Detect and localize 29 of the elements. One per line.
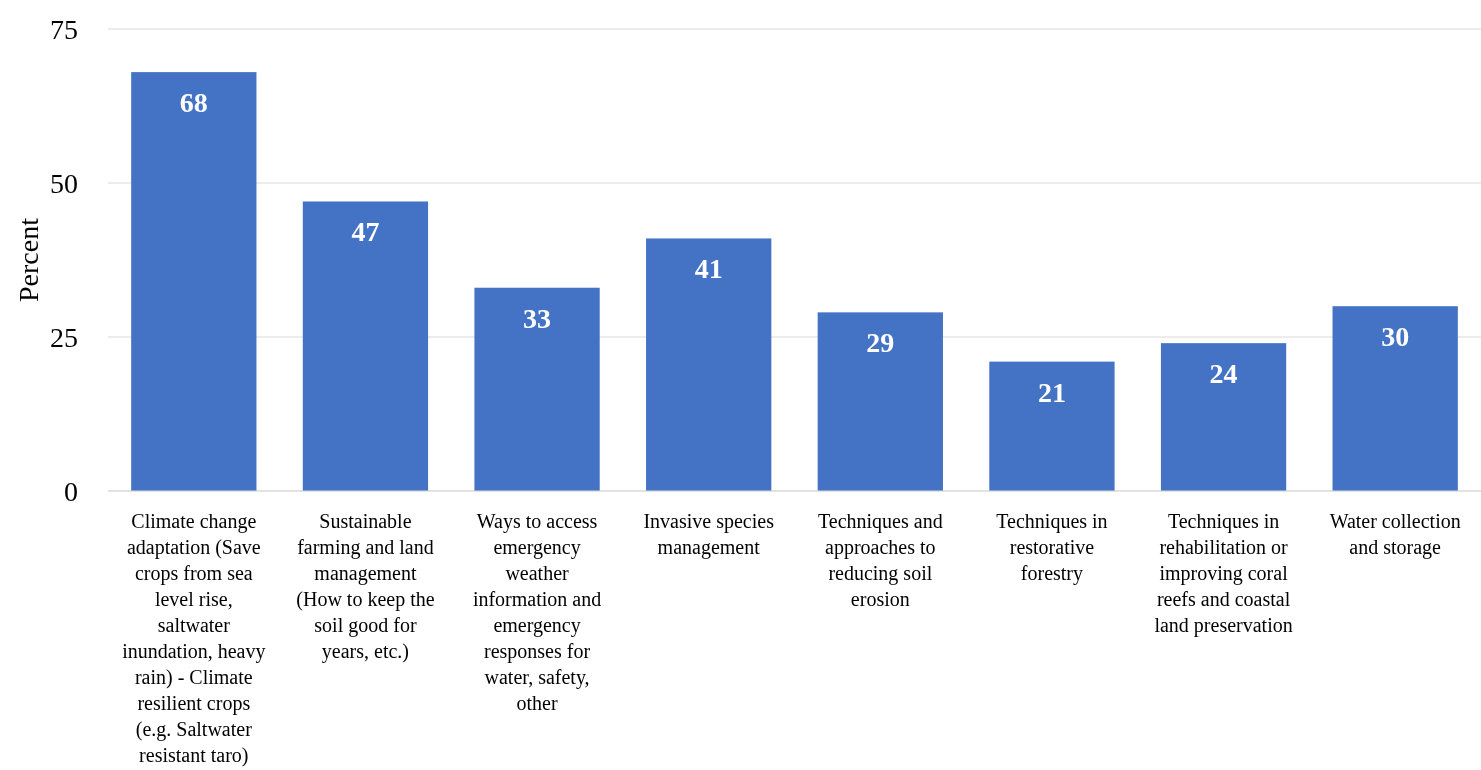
- x-tick-label: Techniques and approaches to reducing soil erosion: [817, 510, 943, 610]
- data-label: 30: [1381, 321, 1410, 353]
- data-label: 47: [351, 216, 380, 248]
- y-tick-label: 0: [64, 475, 78, 507]
- bar: [474, 287, 600, 491]
- bar: [1160, 343, 1287, 491]
- data-label: 68: [179, 87, 208, 119]
- y-tick-label: 25: [50, 321, 78, 353]
- bar: [302, 201, 429, 491]
- y-tick-label: 75: [50, 13, 78, 45]
- bar: [817, 312, 943, 491]
- data-label: 21: [1037, 376, 1066, 408]
- bar: [989, 361, 1115, 491]
- data-label: 33: [523, 302, 552, 334]
- category-label: Climate change adaptation (Save crops from sea level rise, saltwater inundation, heavy rain) - Climate resilient crops (e.g. Saltwater resistant taro): [122, 510, 266, 766]
- data-label: 29: [866, 327, 895, 359]
- data-label: 24: [1209, 358, 1238, 390]
- x-tick-label: Ways to access emergency weather information and emergency responses for water, safety, other: [472, 510, 602, 714]
- bar: [646, 238, 772, 491]
- y-tick-label: 50: [50, 167, 78, 199]
- x-tick-label: Invasive species management: [643, 510, 775, 559]
- bar: [131, 72, 257, 491]
- x-tick-label: Water collection and storage: [1329, 510, 1461, 559]
- x-tick-label: Techniques in rehabilitation or improving coral reefs and coastal land preservation: [1154, 510, 1293, 637]
- y-axis-title: Percent: [13, 217, 44, 302]
- x-tick-label: Techniques in restorative forestry: [996, 510, 1108, 585]
- data-label: 41: [694, 253, 723, 285]
- bar: [1332, 306, 1458, 491]
- x-tick-label: Sustainable farming and land management (How to keep the soil good for years, etc.): [296, 510, 435, 663]
